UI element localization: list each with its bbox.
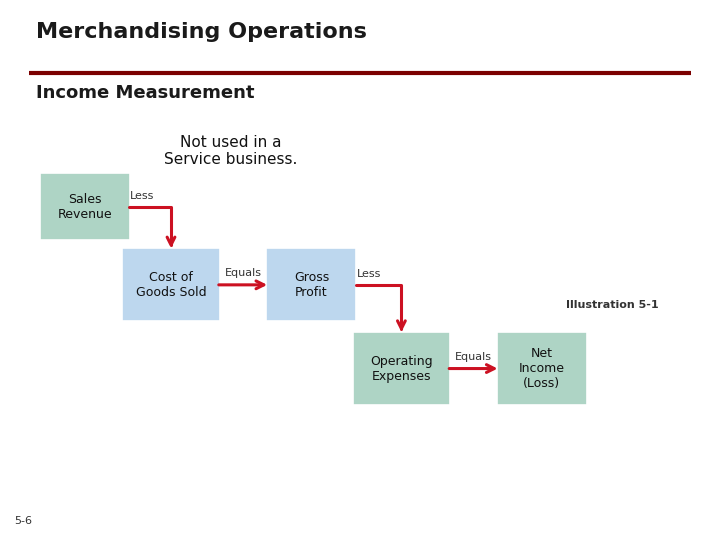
Text: Illustration 5-1: Illustration 5-1 <box>566 300 658 310</box>
Text: Merchandising Operations: Merchandising Operations <box>36 22 367 42</box>
FancyBboxPatch shape <box>266 248 356 321</box>
Text: Sales
Revenue: Sales Revenue <box>58 193 112 220</box>
Text: Not used in a
Service business.: Not used in a Service business. <box>163 135 297 167</box>
FancyBboxPatch shape <box>40 173 130 240</box>
Text: Less: Less <box>356 269 381 280</box>
FancyBboxPatch shape <box>497 332 587 405</box>
FancyBboxPatch shape <box>353 332 450 405</box>
Text: Income Measurement: Income Measurement <box>36 84 254 102</box>
Text: Less: Less <box>130 191 154 201</box>
Text: Operating
Expenses: Operating Expenses <box>370 355 433 382</box>
Text: 5-6: 5-6 <box>14 516 32 526</box>
Text: Equals: Equals <box>455 352 492 362</box>
FancyBboxPatch shape <box>122 248 220 321</box>
Text: Equals: Equals <box>225 268 261 279</box>
Text: Gross
Profit: Gross Profit <box>294 271 329 299</box>
Text: Cost of
Goods Sold: Cost of Goods Sold <box>135 271 207 299</box>
Text: Net
Income
(Loss): Net Income (Loss) <box>519 347 564 390</box>
